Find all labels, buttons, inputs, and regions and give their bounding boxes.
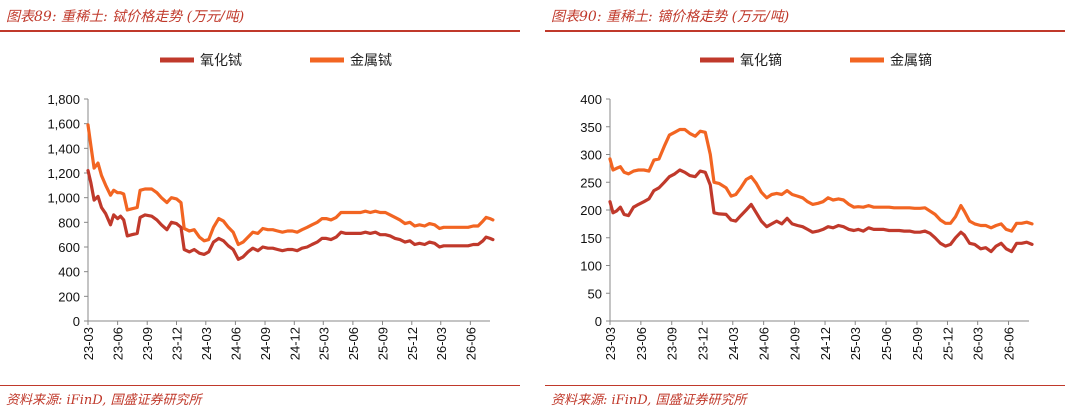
legend-label-2: 金属镝	[890, 52, 932, 68]
y-tick-label: 150	[580, 231, 602, 246]
y-tick-label: 0	[595, 314, 602, 329]
x-tick-label: 23-09	[140, 327, 155, 360]
x-tick-label: 23-06	[634, 327, 649, 360]
x-tick-label: 25-03	[848, 327, 863, 360]
series-line-1	[608, 168, 1034, 254]
source-rule	[0, 385, 520, 386]
x-tick-label: 23-03	[81, 327, 96, 360]
x-tick-label: 25-06	[879, 327, 894, 360]
x-tick-label: 23-03	[603, 327, 618, 360]
x-tick-label: 25-09	[375, 327, 390, 360]
legend-label-1: 氧化镝	[740, 52, 782, 68]
x-tick-label: 26-06	[463, 327, 478, 360]
y-tick-label: 1,600	[47, 117, 80, 132]
legend-label-1: 氧化铽	[200, 52, 242, 68]
y-tick-label: 0	[73, 314, 80, 329]
x-tick-label: 26-06	[1002, 327, 1017, 360]
figure-title: 图表89: 重稀土: 铽价格走势 (万元/吨)	[6, 9, 245, 25]
y-tick-label: 800	[58, 215, 80, 230]
x-tick-label: 23-12	[170, 327, 185, 360]
x-tick-label: 25-12	[940, 327, 955, 360]
source-note: 资料来源: iFinD, 国盛证券研究所	[6, 393, 202, 408]
x-tick-label: 24-09	[258, 327, 273, 360]
title-rule	[0, 30, 520, 32]
x-tick-label: 25-09	[910, 327, 925, 360]
series-line-2	[608, 127, 1034, 233]
source-rule	[545, 385, 1065, 386]
x-tick-label: 26-03	[434, 327, 449, 360]
dysprosium-price-chart: 氧化镝 金属镝 0 50 100 150 200 250 300 350 400 23-03 23-06…	[580, 52, 1034, 360]
x-tick-label: 25-03	[316, 327, 331, 360]
x-tick-label: 26-03	[971, 327, 986, 360]
x-tick-label: 23-12	[695, 327, 710, 360]
legend-label-2: 金属铽	[350, 52, 392, 68]
y-tick-label: 300	[580, 148, 602, 163]
y-tick-label: 400	[580, 92, 602, 107]
x-tick-label: 24-12	[818, 327, 833, 360]
x-tick-label: 24-06	[228, 327, 243, 360]
x-tick-label: 24-06	[757, 327, 772, 360]
x-tick-label: 24-03	[726, 327, 741, 360]
x-tick-label: 24-12	[287, 327, 302, 360]
y-tick-label: 200	[58, 289, 80, 304]
series-line-1	[86, 168, 495, 261]
title-rule	[545, 30, 1065, 32]
chart-panel-dysprosium: 图表90: 重稀土: 镝价格走势 (万元/吨) 氧化镝 金属镝 0 50 100 150 2…	[545, 0, 1065, 412]
y-tick-label: 1,800	[47, 92, 80, 107]
y-tick-label: 350	[580, 120, 602, 135]
chart-panel-terbium: 图表89: 重稀土: 铽价格走势 (万元/吨) 氧化铽 金属铽 0 200 400 600…	[0, 0, 520, 412]
y-tick-label: 1,000	[47, 191, 80, 206]
x-tick-label: 23-06	[111, 327, 126, 360]
y-tick-label: 200	[580, 203, 602, 218]
series-line-2	[86, 123, 495, 247]
x-tick-label: 25-12	[405, 327, 420, 360]
x-tick-label: 24-09	[788, 327, 803, 360]
y-tick-label: 400	[58, 265, 80, 280]
x-tick-label: 23-09	[665, 327, 680, 360]
source-note: 资料来源: iFinD, 国盛证券研究所	[551, 393, 747, 408]
x-tick-label: 24-03	[199, 327, 214, 360]
y-tick-label: 1,200	[47, 166, 80, 181]
y-tick-label: 50	[588, 286, 602, 301]
y-tick-label: 100	[580, 259, 602, 274]
x-tick-label: 25-06	[346, 327, 361, 360]
y-tick-label: 1,400	[47, 141, 80, 156]
terbium-price-chart: 氧化铽 金属铽 0 200 400 600 800 1,000 1,200 1,400 1,600 1…	[47, 52, 495, 360]
figure-title: 图表90: 重稀土: 镝价格走势 (万元/吨)	[551, 9, 790, 25]
y-tick-label: 250	[580, 175, 602, 190]
y-tick-label: 600	[58, 240, 80, 255]
